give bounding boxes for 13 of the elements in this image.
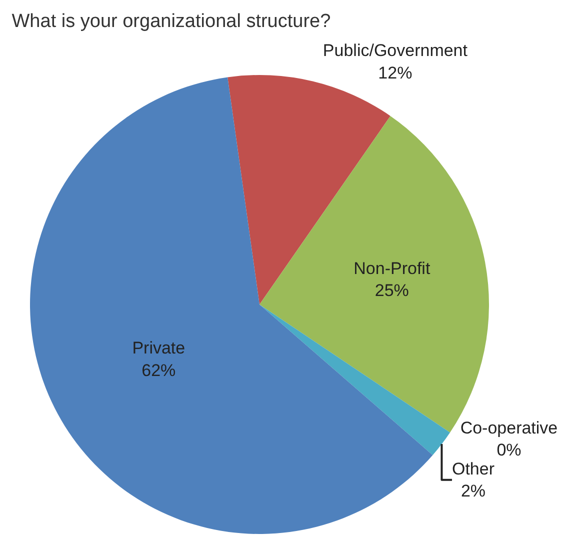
slice-label: Other <box>452 459 495 478</box>
data-label: 25% <box>374 281 409 300</box>
data-label: 2% <box>460 481 486 500</box>
category-label: Co-operative <box>460 418 558 438</box>
pie-slice <box>260 304 450 456</box>
slice-label: Private <box>132 338 186 358</box>
data-label: 12% <box>378 63 412 82</box>
data-label: 62% <box>142 360 176 380</box>
text: 0% <box>496 440 522 460</box>
slice-label: Non-Profit <box>354 258 430 278</box>
slice-label: Public/Government <box>322 41 468 60</box>
chart-title: What is your organizational structure? <box>12 10 331 32</box>
pie-slice <box>30 77 433 534</box>
